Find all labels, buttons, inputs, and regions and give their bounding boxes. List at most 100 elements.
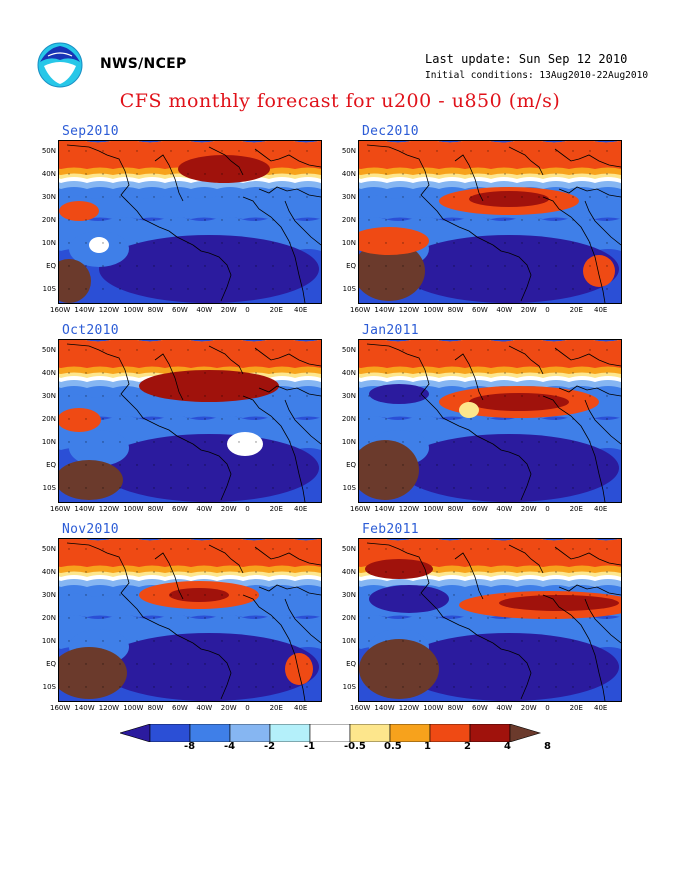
lon-label: 40E bbox=[594, 306, 608, 314]
lon-label: 40W bbox=[196, 704, 213, 712]
forecast-map-dec2010 bbox=[358, 140, 622, 304]
map-field bbox=[359, 340, 621, 502]
lon-label: 100W bbox=[423, 704, 444, 712]
lat-label: 40N bbox=[341, 170, 356, 178]
lon-label: 0 bbox=[545, 505, 550, 513]
lon-label: 40W bbox=[196, 505, 213, 513]
lat-label: 30N bbox=[41, 193, 56, 201]
lon-label: 20E bbox=[269, 704, 283, 712]
map-field bbox=[359, 141, 621, 303]
lon-label: 100W bbox=[123, 306, 144, 314]
lon-label: 140W bbox=[74, 704, 95, 712]
forecast-map-nov2010 bbox=[58, 538, 322, 702]
noaa-logo-icon bbox=[37, 42, 83, 88]
lon-label: 140W bbox=[374, 505, 395, 513]
lat-label: 20N bbox=[41, 216, 56, 224]
lat-label: 50N bbox=[41, 346, 56, 354]
lat-label: 40N bbox=[341, 568, 356, 576]
lon-label: 120W bbox=[398, 505, 420, 513]
lon-label: 120W bbox=[98, 704, 120, 712]
colorbar-swatch bbox=[389, 724, 431, 742]
lat-label: 30N bbox=[41, 392, 56, 400]
lon-label: 60W bbox=[472, 704, 488, 712]
lon-label: 60W bbox=[172, 505, 188, 513]
lat-label: EQ bbox=[346, 461, 356, 469]
colorbar-label: -4 bbox=[224, 741, 236, 752]
lon-label: 100W bbox=[123, 704, 144, 712]
lat-label: EQ bbox=[46, 660, 56, 668]
lon-label: 60W bbox=[472, 306, 488, 314]
map-field bbox=[59, 539, 321, 701]
panel-title: Oct2010 bbox=[62, 323, 119, 338]
map-field bbox=[59, 340, 321, 502]
forecast-map-sep2010 bbox=[58, 140, 322, 304]
colorbar-swatch bbox=[309, 724, 351, 742]
lat-label: 50N bbox=[341, 346, 356, 354]
colorbar-swatch bbox=[149, 724, 191, 742]
page-title: CFS monthly forecast for u200 - u850 (m/… bbox=[119, 90, 561, 112]
lon-label: 140W bbox=[374, 306, 395, 314]
lon-label: 40E bbox=[294, 704, 308, 712]
lon-label: 0 bbox=[545, 306, 550, 314]
colorbar-label: 0.5 bbox=[384, 741, 402, 752]
lon-label: 0 bbox=[245, 704, 250, 712]
initial-conditions: Initial conditions: 13Aug2010-22Aug2010 bbox=[425, 70, 649, 81]
panel-title: Dec2010 bbox=[362, 124, 419, 139]
colorbar-label: 4 bbox=[504, 741, 511, 752]
lat-label: 40N bbox=[41, 568, 56, 576]
colorbar bbox=[120, 724, 542, 742]
lon-label: 20W bbox=[520, 704, 537, 712]
lat-label: 30N bbox=[341, 193, 356, 201]
lat-label: 50N bbox=[341, 545, 356, 553]
lat-label: 10N bbox=[341, 637, 356, 645]
colorbar-label: -0.5 bbox=[344, 741, 366, 752]
lon-label: 20E bbox=[569, 704, 583, 712]
lon-label: 80W bbox=[447, 306, 464, 314]
lon-label: 160W bbox=[350, 306, 371, 314]
colorbar-swatch bbox=[349, 724, 391, 742]
lat-label: 10N bbox=[341, 239, 356, 247]
lon-label: 60W bbox=[172, 704, 188, 712]
colorbar-label: 2 bbox=[464, 741, 471, 752]
colorbar-label: -1 bbox=[304, 741, 316, 752]
lat-label: 20N bbox=[341, 415, 356, 423]
lon-label: 140W bbox=[374, 704, 395, 712]
colorbar-swatch bbox=[269, 724, 311, 742]
lat-label: 40N bbox=[41, 170, 56, 178]
lon-label: 0 bbox=[245, 505, 250, 513]
panel-title: Nov2010 bbox=[62, 522, 119, 537]
lon-label: 100W bbox=[123, 505, 144, 513]
colorbar-end-low bbox=[120, 724, 151, 742]
last-update: Last update: Sun Sep 12 2010 bbox=[425, 52, 628, 66]
lon-label: 40E bbox=[594, 704, 608, 712]
lon-label: 20E bbox=[269, 306, 283, 314]
org-name: NWS/NCEP bbox=[100, 56, 187, 72]
colorbar-label: 1 bbox=[424, 741, 431, 752]
colorbar-swatch bbox=[469, 724, 511, 742]
lat-label: 50N bbox=[341, 147, 356, 155]
lat-label: 20N bbox=[41, 614, 56, 622]
lon-label: 60W bbox=[172, 306, 188, 314]
panel-title: Sep2010 bbox=[62, 124, 119, 139]
lat-label: 10S bbox=[342, 683, 356, 691]
lon-label: 100W bbox=[423, 505, 444, 513]
colorbar-swatch bbox=[189, 724, 231, 742]
lat-label: 10S bbox=[342, 484, 356, 492]
lon-label: 120W bbox=[98, 505, 120, 513]
lon-label: 40E bbox=[294, 505, 308, 513]
lon-label: 80W bbox=[147, 704, 164, 712]
lon-label: 160W bbox=[50, 704, 71, 712]
lat-label: 10N bbox=[41, 637, 56, 645]
lon-label: 20W bbox=[520, 505, 537, 513]
lon-label: 0 bbox=[245, 306, 250, 314]
colorbar-swatch bbox=[429, 724, 471, 742]
lon-label: 20W bbox=[220, 704, 237, 712]
lon-label: 120W bbox=[398, 306, 420, 314]
lat-label: 10N bbox=[341, 438, 356, 446]
panel-title: Feb2011 bbox=[362, 522, 419, 537]
lat-label: 10S bbox=[342, 285, 356, 293]
lat-label: 10S bbox=[42, 285, 56, 293]
lon-label: 100W bbox=[423, 306, 444, 314]
colorbar-label: 8 bbox=[544, 741, 551, 752]
lat-label: 10S bbox=[42, 683, 56, 691]
